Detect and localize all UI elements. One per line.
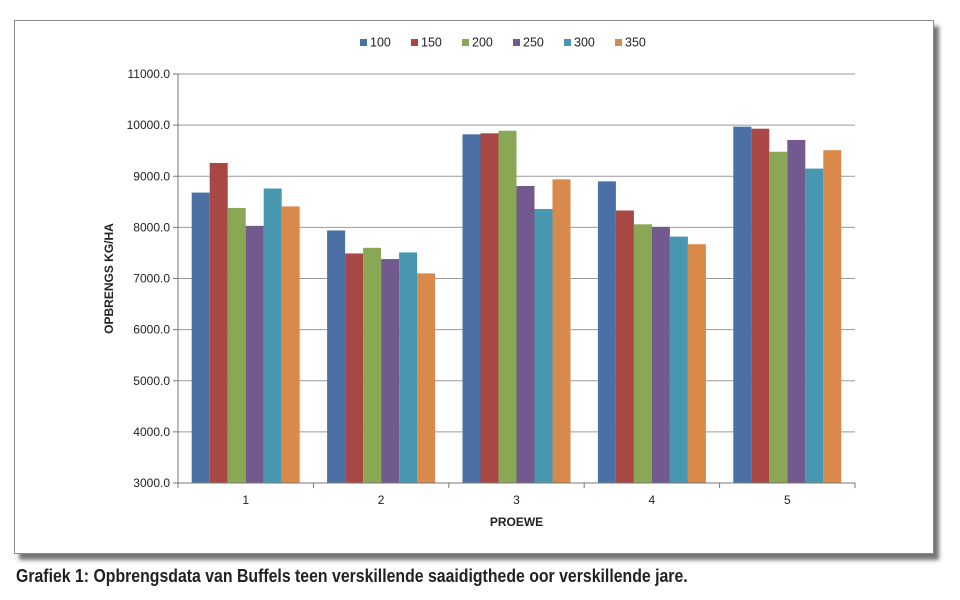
bar-2-350 — [417, 273, 436, 483]
y-tick-label: 5000.0 — [133, 374, 170, 388]
bar-5-350 — [823, 150, 842, 483]
chart-frame: 3000.0 4000.0 5000.0 6000.0 7000.0 8000.0 9000… — [14, 20, 934, 554]
legend-label-200: 200 — [472, 36, 493, 50]
y-axis-title: OPBRENGS KG/HA — [102, 223, 116, 334]
y-tick-label: 10000.0 — [127, 118, 171, 132]
legend-swatch-100 — [360, 39, 367, 46]
x-axis-title: PROEWE — [490, 515, 543, 529]
legend-label-350: 350 — [625, 36, 646, 50]
legend-swatch-350 — [615, 39, 622, 46]
y-tick-label: 11000.0 — [128, 67, 171, 81]
y-tick-label: 6000.0 — [133, 323, 170, 337]
y-tick-label: 4000.0 — [133, 425, 170, 439]
x-tick-label: 5 — [784, 493, 791, 507]
bar-3-150 — [480, 133, 499, 483]
bar-3-350 — [552, 179, 571, 483]
bar-chart: 3000.0 4000.0 5000.0 6000.0 7000.0 8000.0 9000… — [102, 36, 856, 529]
bar-2-250 — [381, 259, 400, 483]
bar-4-300 — [669, 236, 688, 483]
bar-2-100 — [327, 230, 346, 483]
legend-label-250: 250 — [523, 36, 544, 50]
bar-5-300 — [805, 168, 824, 484]
bars — [191, 126, 842, 484]
legend-label-300: 300 — [574, 36, 595, 50]
bar-3-250 — [516, 185, 535, 483]
y-tick-label: 8000.0 — [133, 220, 170, 234]
bar-5-150 — [751, 128, 770, 484]
legend-swatch-250 — [513, 39, 520, 46]
bar-5-200 — [769, 151, 788, 483]
bar-1-100 — [191, 192, 210, 484]
bar-3-300 — [534, 208, 553, 483]
bar-5-100 — [733, 126, 752, 483]
legend-swatch-150 — [411, 39, 418, 46]
x-tick-label: 1 — [242, 493, 249, 507]
bar-4-100 — [597, 181, 616, 484]
x-tick-label: 3 — [513, 493, 520, 507]
legend-swatch-300 — [564, 39, 571, 46]
bar-1-200 — [227, 207, 246, 483]
bar-4-200 — [633, 224, 652, 483]
x-tick-label: 2 — [378, 493, 385, 507]
bar-3-200 — [498, 130, 517, 483]
y-tick-label: 7000.0 — [133, 272, 170, 286]
bar-4-250 — [651, 226, 670, 483]
legend-swatch-200 — [462, 39, 469, 46]
bar-2-200 — [363, 247, 382, 483]
bar-4-350 — [687, 244, 706, 483]
legend: 100 150 200 250 300 350 — [360, 36, 646, 50]
bar-3-100 — [462, 134, 481, 483]
legend-label-100: 100 — [370, 36, 391, 50]
bar-2-300 — [399, 252, 418, 483]
axes: 3000.0 4000.0 5000.0 6000.0 7000.0 8000.0 9000… — [127, 67, 856, 507]
bar-5-250 — [787, 139, 806, 484]
legend-label-150: 150 — [421, 36, 442, 50]
bar-1-250 — [245, 225, 264, 483]
y-tick-label: 9000.0 — [133, 169, 170, 183]
figure-caption: Grafiek 1: Opbrengsdata van Buffels teen… — [16, 566, 688, 586]
bar-4-150 — [615, 210, 634, 483]
bar-1-150 — [209, 162, 228, 483]
x-tick-label: 4 — [649, 493, 656, 507]
y-tick-label: 3000.0 — [133, 476, 170, 490]
bar-2-150 — [345, 253, 364, 483]
bar-1-350 — [281, 206, 300, 483]
bar-1-300 — [263, 188, 282, 483]
